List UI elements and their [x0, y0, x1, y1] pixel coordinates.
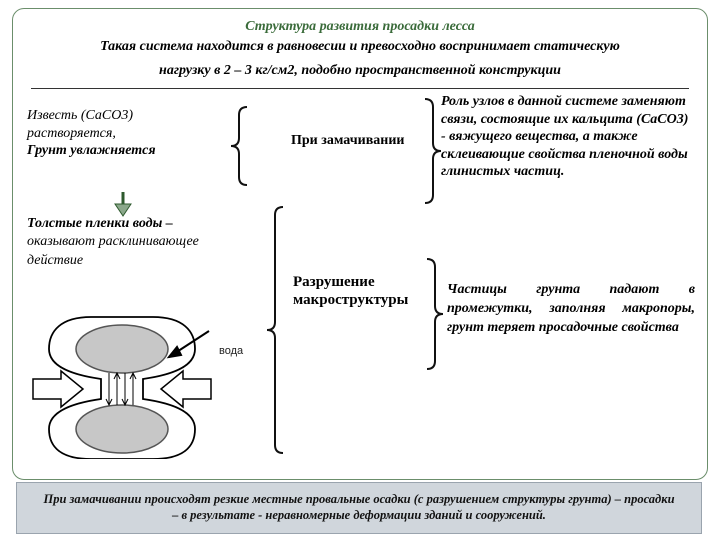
footer-line-2: – в результате - неравномерные деформаци…	[25, 508, 693, 524]
left-block-1: Известь (CaCO3) растворяется, Грунт увла…	[27, 107, 217, 160]
center-label-1: При замачивании	[291, 133, 404, 149]
left-block-1-text-b: Грунт увлажняется	[27, 143, 156, 158]
title: Структура развития просадки лесса	[13, 19, 707, 35]
diagram-stage: Известь (CaCO3) растворяется, Грунт увла…	[13, 93, 707, 461]
bracket-1-right	[425, 97, 443, 205]
main-frame: Структура развития просадки лесса Такая …	[12, 8, 708, 480]
bracket-2-right	[427, 257, 445, 371]
subtitle-line-2: нагрузку в 2 – 3 кг/см2, подобно простра…	[13, 59, 707, 83]
bracket-2-left	[265, 205, 283, 455]
center-label-2-line-1: Разрушение	[293, 274, 375, 290]
footer-box: При замачивании происходят резкие местны…	[16, 482, 702, 534]
right-block-2: Частицы грунта падают в промежутки, запо…	[447, 281, 695, 338]
bracket-1-left	[229, 105, 247, 187]
center-label-2-line-2: макроструктуры	[293, 292, 408, 308]
left-block-2-text-a: Толстые пленки воды –	[27, 216, 173, 231]
left-block-1-text-a: Известь (CaCO3) растворяется,	[27, 108, 133, 141]
water-label: вода	[219, 345, 243, 357]
right-block-1: Роль узлов в данной системе заменяют свя…	[441, 93, 691, 181]
center-label-2: Разрушение макроструктуры	[293, 273, 408, 309]
left-block-2: Толстые пленки воды – оказывают расклини…	[27, 215, 227, 270]
subtitle-line-1: Такая система находится в равновесии и п…	[13, 35, 707, 59]
soil-particles-diagram	[31, 299, 261, 459]
divider	[31, 88, 689, 89]
footer-line-1: При замачивании происходят резкие местны…	[25, 492, 693, 508]
left-block-2-text-b: оказывают расклинивающее действие	[27, 234, 199, 267]
